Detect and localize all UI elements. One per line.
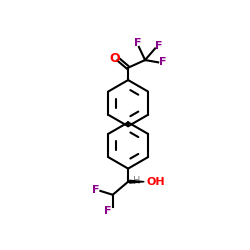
Polygon shape [130,180,144,183]
Text: H: H [133,176,140,186]
Text: F: F [134,38,142,48]
Text: F: F [92,185,100,195]
Text: F: F [159,57,166,67]
Text: F: F [104,206,112,216]
Text: O: O [109,52,120,65]
Text: F: F [155,41,163,51]
Text: OH: OH [146,177,165,187]
